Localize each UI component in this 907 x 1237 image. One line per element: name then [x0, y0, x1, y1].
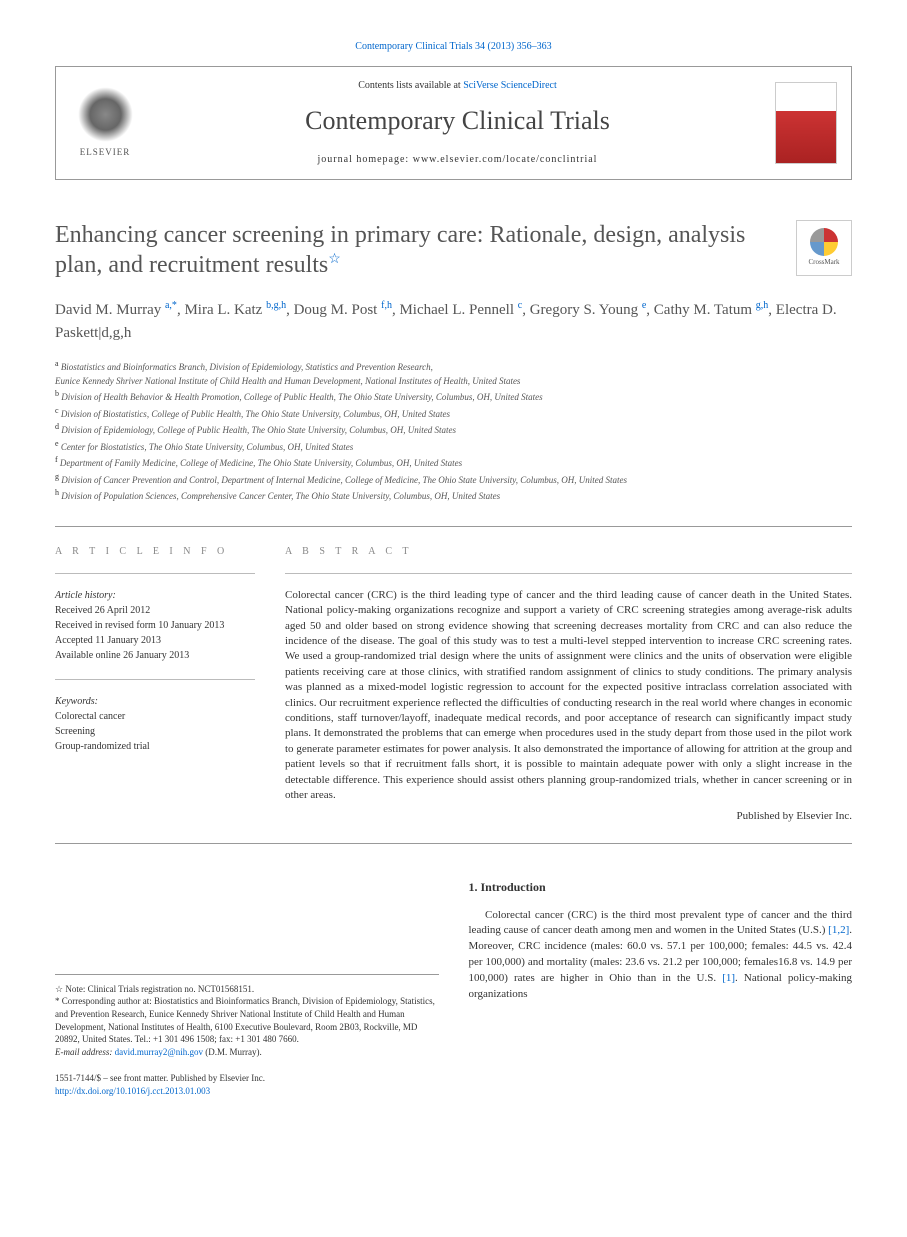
crossmark-label: CrossMark [808, 258, 839, 268]
homepage-url[interactable]: www.elsevier.com/locate/conclintrial [413, 154, 598, 165]
footnotes-block: ☆ Note: Clinical Trials registration no.… [55, 974, 439, 1059]
reference-link[interactable]: [1,2] [828, 924, 849, 936]
journal-name: Contemporary Clinical Trials [140, 103, 775, 139]
article-info-sidebar: A R T I C L E I N F O Article history: R… [55, 545, 255, 825]
intro-text-1: Colorectal cancer (CRC) is the third mos… [469, 909, 853, 937]
keywords-label: Keywords: [55, 694, 255, 709]
article-info-label: A R T I C L E I N F O [55, 545, 255, 559]
abstract-column: A B S T R A C T Colorectal cancer (CRC) … [285, 545, 852, 825]
elsevier-logo: ELSEVIER [70, 83, 140, 163]
contents-prefix: Contents lists available at [358, 80, 463, 91]
article-title: Enhancing cancer screening in primary ca… [55, 220, 776, 280]
elsevier-label: ELSEVIER [80, 146, 131, 159]
divider [55, 573, 255, 574]
keywords-block: Keywords: Colorectal cancerScreeningGrou… [55, 694, 255, 754]
history-line: Accepted 11 January 2013 [55, 633, 255, 648]
history-line: Available online 26 January 2013 [55, 648, 255, 663]
clinical-trial-note: ☆ Note: Clinical Trials registration no.… [55, 983, 439, 996]
affiliations-list: a Biostatistics and Bioinformatics Branc… [55, 358, 852, 504]
crossmark-badge[interactable]: CrossMark [796, 220, 852, 276]
keyword: Colorectal cancer [55, 709, 255, 724]
keyword: Screening [55, 724, 255, 739]
history-label: Article history: [55, 588, 255, 603]
divider [285, 573, 852, 574]
divider [55, 679, 255, 680]
front-matter: 1551-7144/$ – see front matter. Publishe… [55, 1072, 439, 1097]
title-text: Enhancing cancer screening in primary ca… [55, 222, 745, 278]
corresponding-text: Corresponding author at: Biostatistics a… [55, 996, 435, 1044]
abstract-label: A B S T R A C T [285, 545, 852, 559]
issn-line: 1551-7144/$ – see front matter. Publishe… [55, 1072, 439, 1085]
history-line: Received 26 April 2012 [55, 603, 255, 618]
elsevier-tree-icon [78, 87, 133, 142]
asterisk-icon: * [55, 996, 62, 1006]
email-line: E-mail address: david.murray2@nih.gov (D… [55, 1046, 439, 1059]
keyword: Group-randomized trial [55, 739, 255, 754]
abstract-text: Colorectal cancer (CRC) is the third lea… [285, 588, 852, 803]
reference-link[interactable]: [1] [722, 972, 735, 984]
title-footnote-star-icon: ☆ [328, 252, 341, 267]
journal-homepage-line: journal homepage: www.elsevier.com/locat… [140, 153, 775, 167]
contents-available-line: Contents lists available at SciVerse Sci… [140, 79, 775, 93]
crossmark-icon [810, 228, 838, 256]
email-label: E-mail address: [55, 1047, 112, 1057]
homepage-prefix: journal homepage: [318, 154, 413, 165]
note-text: Note: Clinical Trials registration no. N… [65, 984, 254, 994]
journal-header: ELSEVIER Contents lists available at Sci… [55, 66, 852, 180]
corresponding-author-note: * Corresponding author at: Biostatistics… [55, 995, 439, 1045]
email-suffix: (D.M. Murray). [205, 1047, 262, 1057]
journal-reference: Contemporary Clinical Trials 34 (2013) 3… [55, 40, 852, 54]
sciencedirect-link[interactable]: SciVerse ScienceDirect [463, 80, 557, 91]
email-link[interactable]: david.murray2@nih.gov [115, 1047, 203, 1057]
article-history-block: Article history: Received 26 April 2012R… [55, 588, 255, 663]
journal-cover-thumbnail [775, 82, 837, 164]
divider [55, 843, 852, 844]
history-line: Received in revised form 10 January 2013 [55, 618, 255, 633]
introduction-paragraph: Colorectal cancer (CRC) is the third mos… [469, 908, 853, 1004]
introduction-heading: 1. Introduction [469, 879, 853, 896]
authors-list: David M. Murray a,*, Mira L. Katz b,g,h,… [55, 298, 852, 344]
published-by: Published by Elsevier Inc. [285, 809, 852, 824]
doi-link[interactable]: http://dx.doi.org/10.1016/j.cct.2013.01.… [55, 1085, 439, 1098]
star-icon: ☆ [55, 984, 65, 994]
